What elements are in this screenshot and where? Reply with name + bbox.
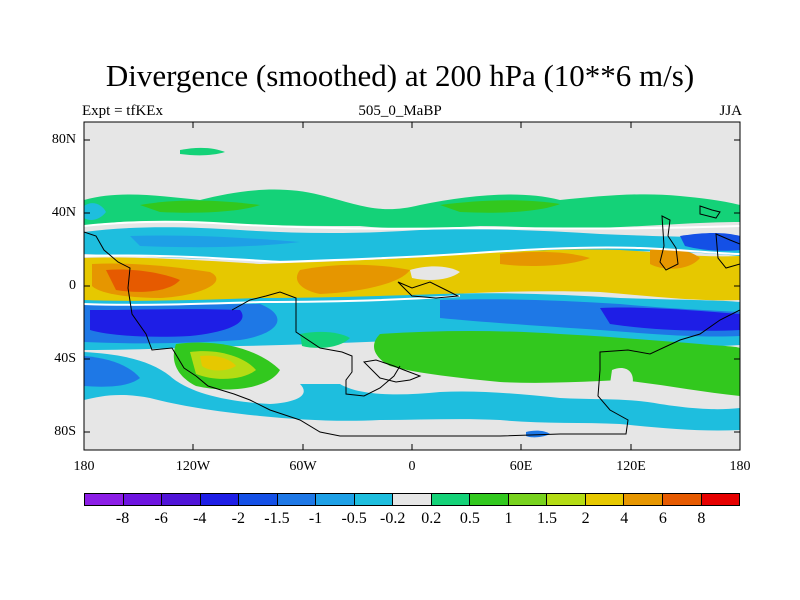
divergence-field <box>84 249 740 307</box>
lon-tick-label: 60W <box>289 459 317 474</box>
map-plot-area <box>84 122 740 450</box>
lon-tick-label: 120E <box>616 459 646 474</box>
divergence-field <box>500 251 590 266</box>
coastline <box>84 231 740 437</box>
colorbar-swatch <box>470 494 509 505</box>
colorbar-label: 8 <box>697 510 706 527</box>
zero-contour <box>84 220 740 230</box>
lon-tick-label: 0 <box>408 459 416 474</box>
colorbar-label: -6 <box>154 510 168 527</box>
colorbar-swatch <box>662 494 702 505</box>
divergence-field <box>90 309 243 337</box>
lat-tick-label: 80S <box>54 424 76 439</box>
divergence-field <box>440 200 560 213</box>
colorbar-swatch <box>431 494 471 505</box>
divergence-field <box>610 367 633 393</box>
divergence-field <box>84 352 740 431</box>
colorbar-swatch <box>123 494 163 505</box>
colorbar-label: 0.5 <box>459 510 480 527</box>
zero-contour <box>84 295 461 306</box>
divergence-field <box>200 355 236 371</box>
colorbar-label: 6 <box>658 510 667 527</box>
colorbar-swatch <box>162 494 201 505</box>
colorbar-swatch <box>393 494 432 505</box>
colorbar-label: 0.2 <box>421 510 442 527</box>
colorbar-label: 4 <box>620 510 629 527</box>
colorbar-swatch <box>85 494 124 505</box>
colorbar-label: -4 <box>193 510 207 527</box>
colorbar-label: 2 <box>581 510 590 527</box>
lat-tick-label: 40S <box>54 351 76 366</box>
colorbar-label: -1 <box>308 510 323 527</box>
divergence-field <box>300 331 350 348</box>
colorbar-label: -2 <box>231 510 245 527</box>
coastline <box>362 359 422 383</box>
divergence-field <box>84 189 740 229</box>
divergence-field <box>526 430 550 438</box>
colorbar <box>84 493 740 506</box>
experiment-label: Expt = tfKEx <box>82 103 163 119</box>
colorbar-swatch <box>624 494 663 505</box>
colorbar-swatch <box>701 494 740 505</box>
coastline <box>659 215 679 271</box>
divergence-field <box>84 203 106 220</box>
colorbar-swatch <box>508 494 548 505</box>
colorbar-swatch <box>354 494 394 505</box>
colorbar-label: 1.5 <box>537 510 558 527</box>
divergence-field <box>296 264 410 294</box>
divergence-field <box>180 147 225 156</box>
lat-tick-label: 40N <box>51 205 76 220</box>
tick-marks <box>84 122 740 450</box>
divergence-field <box>106 269 180 292</box>
divergence-field <box>84 356 140 387</box>
colorbar-label: 1 <box>504 510 513 527</box>
divergence-field <box>374 331 740 396</box>
lat-tick-label: 0 <box>69 278 76 293</box>
divergence-field <box>140 200 260 213</box>
colorbar-label: -8 <box>115 510 130 527</box>
colorbar-label: -0.5 <box>341 510 367 527</box>
lon-tick-label: 180 <box>73 459 95 474</box>
coastline <box>699 205 721 219</box>
divergence-field <box>410 266 460 280</box>
coastline <box>231 291 401 397</box>
season-label: JJA <box>719 103 742 119</box>
colorbar-swatch <box>585 494 625 505</box>
colorbar-swatch <box>239 494 278 505</box>
colorbar-swatch <box>316 494 355 505</box>
chart-title: Divergence (smoothed) at 200 hPa (10**6 … <box>105 58 695 93</box>
colorbar-label: -0.2 <box>380 510 406 527</box>
colorbar-swatch <box>547 494 586 505</box>
colorbar-swatch <box>200 494 240 505</box>
zero-contour <box>84 246 740 264</box>
colorbar-label: -1.5 <box>264 510 290 527</box>
case-label: 505_0_MaBP <box>358 103 442 119</box>
divergence-field <box>130 235 300 248</box>
lon-tick-label: 180 <box>729 459 751 474</box>
lat-tick-label: 80N <box>51 132 76 147</box>
coastline <box>397 281 460 299</box>
divergence-field <box>600 307 740 331</box>
lon-tick-label: 60E <box>509 459 533 474</box>
colorbar-swatch <box>277 494 317 505</box>
lon-tick-label: 120W <box>175 459 211 474</box>
coastline <box>715 233 740 269</box>
